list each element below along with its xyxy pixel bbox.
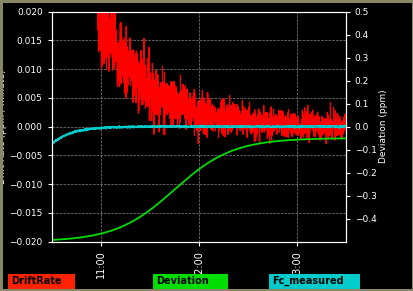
Y-axis label: Deviation (ppm): Deviation (ppm) [378,90,387,164]
Y-axis label: Drift Rate (ppm / minute): Drift Rate (ppm / minute) [0,69,7,184]
Text: DriftRate: DriftRate [12,276,62,286]
Text: Fc_measured: Fc_measured [272,276,343,286]
Text: Deviation: Deviation [156,276,209,286]
